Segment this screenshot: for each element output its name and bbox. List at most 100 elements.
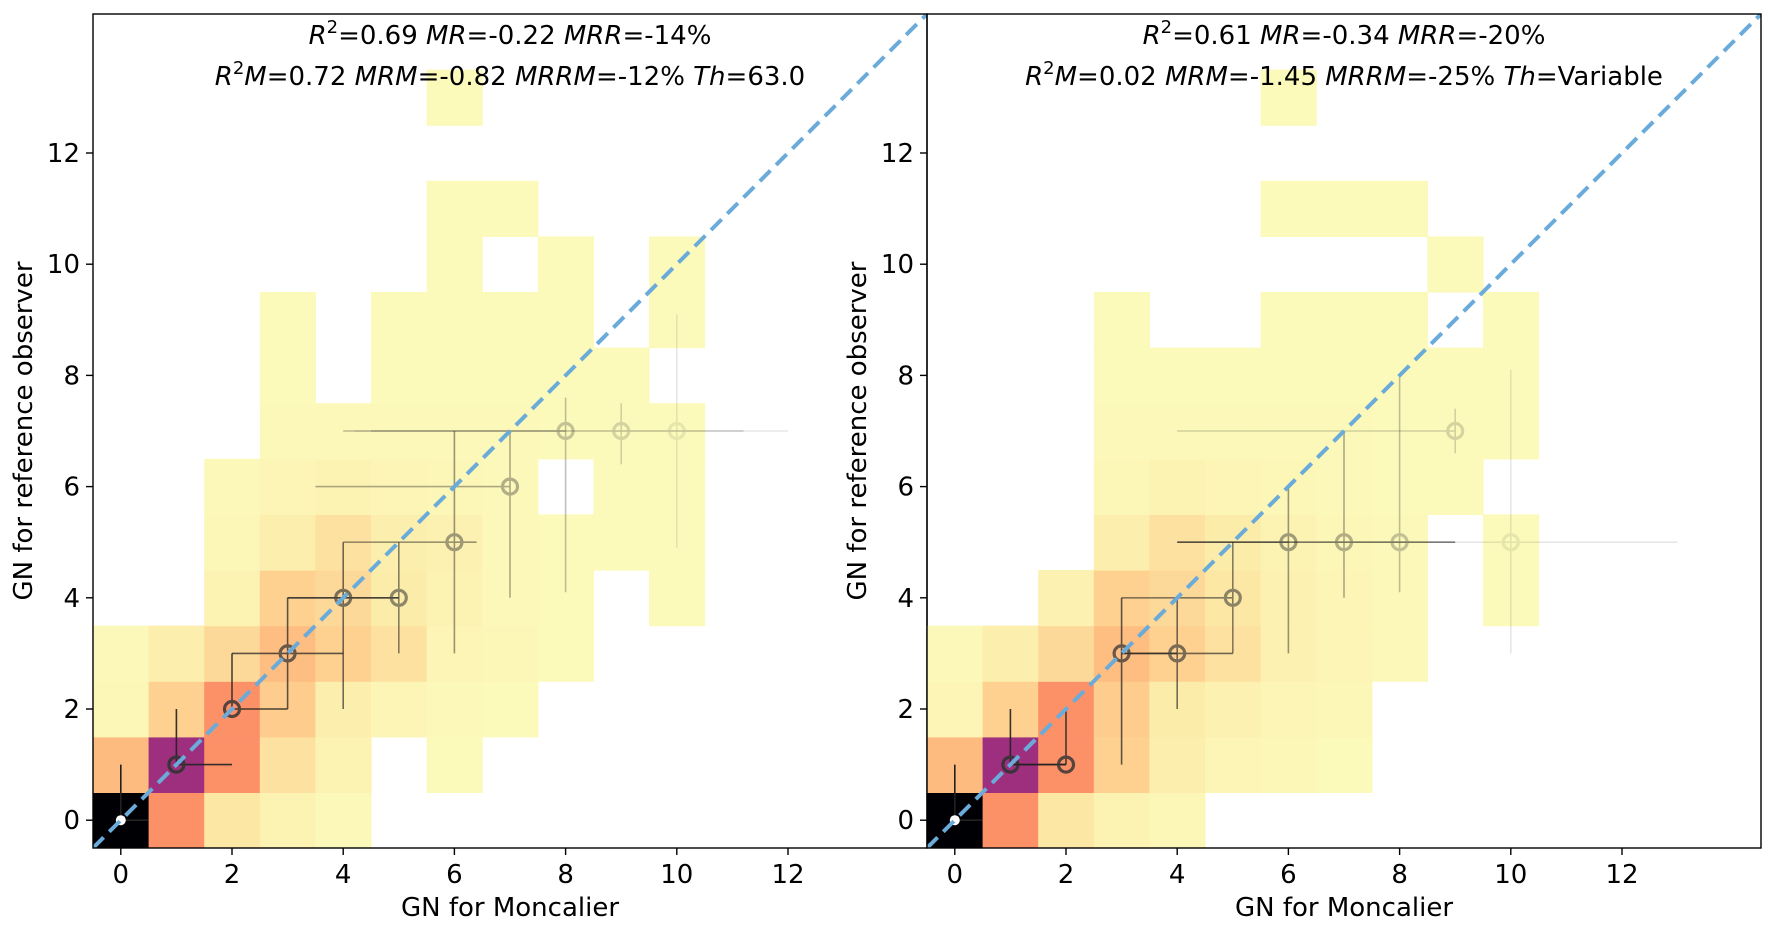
heatmap-cell bbox=[204, 570, 261, 627]
x-tick-label: 0 bbox=[113, 860, 130, 890]
heatmap-cell bbox=[204, 458, 261, 515]
heatmap-cell bbox=[259, 458, 316, 515]
heatmap-cell bbox=[482, 292, 539, 349]
x-tick-label: 4 bbox=[335, 860, 352, 890]
heatmap-cell bbox=[1038, 625, 1095, 682]
heatmap-cell bbox=[593, 458, 650, 515]
heatmap-cell bbox=[982, 792, 1039, 848]
heatmap-cell bbox=[1205, 736, 1262, 793]
chart-title-line: R2M=0.02 MRM=-1.45 MRRM=-25% Th=Variable bbox=[1025, 58, 1663, 92]
heatmap-cell bbox=[1427, 458, 1484, 515]
median-point bbox=[1010, 709, 1076, 774]
heatmap-cell bbox=[1371, 292, 1428, 349]
heatmap-cell bbox=[1260, 292, 1317, 349]
median-point bbox=[1288, 369, 1678, 654]
left-chart-panel: 0 2 4 6 8 10 12 0 2 4 6 8 10 12 GN for Moncalier GN for… bbox=[9, 13, 928, 923]
heatmap-cell bbox=[1483, 570, 1540, 627]
heatmap-cell bbox=[1093, 347, 1150, 404]
heatmap-cell bbox=[426, 403, 483, 460]
heatmap-cell bbox=[1483, 403, 1540, 460]
heatmap-cell bbox=[649, 570, 706, 627]
x-tick-label: 8 bbox=[1391, 860, 1408, 890]
median-point bbox=[222, 653, 288, 719]
heatmap-cell bbox=[1483, 292, 1540, 349]
heatmap-cell bbox=[1038, 570, 1095, 627]
heatmap-cell bbox=[1316, 736, 1373, 793]
heatmap-cell bbox=[1205, 458, 1262, 515]
heatmap-cell bbox=[426, 570, 483, 627]
heatmap-cell bbox=[426, 625, 483, 682]
y-tick-label: 4 bbox=[63, 584, 80, 614]
heatmap-cell bbox=[426, 69, 483, 126]
x-tick-label: 2 bbox=[1058, 860, 1075, 890]
median-point bbox=[115, 764, 149, 826]
heatmap-cell bbox=[1316, 625, 1373, 682]
chart-title-line: R2=0.69 MR=-0.22 MRR=-14% bbox=[309, 17, 712, 51]
heatmap-cell bbox=[1316, 514, 1373, 571]
x-tick-label: 8 bbox=[557, 860, 574, 890]
heatmap-cell bbox=[1483, 347, 1540, 404]
heatmap-cell bbox=[259, 792, 316, 848]
y-tick-label: 6 bbox=[63, 473, 80, 503]
heatmap-cell bbox=[371, 403, 428, 460]
axes-frame bbox=[926, 13, 1762, 849]
y-tick-label: 0 bbox=[63, 806, 80, 836]
median-marker bbox=[1168, 644, 1187, 663]
heatmap-cell bbox=[1093, 403, 1150, 460]
heatmap-cell bbox=[1260, 347, 1317, 404]
x-tick-label: 0 bbox=[947, 860, 964, 890]
heatmap-cell bbox=[482, 570, 539, 627]
median-point bbox=[1177, 375, 1456, 593]
heatmap-cell bbox=[537, 292, 594, 349]
heatmap-cell bbox=[1316, 681, 1373, 738]
heatmap-cell bbox=[1260, 180, 1317, 237]
heatmap-cell bbox=[1483, 514, 1540, 571]
heatmap-cell bbox=[1038, 792, 1095, 848]
plot-area bbox=[927, 14, 1761, 848]
heatmap-cell bbox=[982, 625, 1039, 682]
heatmap-cell bbox=[1149, 403, 1206, 460]
heatmap-cell bbox=[1427, 403, 1484, 460]
heatmap-cell bbox=[1260, 514, 1317, 571]
heatmap-cell bbox=[1316, 347, 1373, 404]
y-tick-label: 12 bbox=[881, 139, 914, 169]
median-point bbox=[1121, 597, 1233, 709]
heatmap-cell bbox=[1371, 403, 1428, 460]
heatmap-cell bbox=[259, 514, 316, 571]
heatmap-cell bbox=[649, 458, 706, 515]
heatmap-cell bbox=[1260, 69, 1317, 126]
heatmap-cell bbox=[482, 681, 539, 738]
heatmap-cell bbox=[1371, 180, 1428, 237]
heatmap-cell bbox=[426, 681, 483, 738]
heatmap-cell bbox=[1427, 236, 1484, 293]
heatmap-cell bbox=[1260, 736, 1317, 793]
median-marker bbox=[1501, 533, 1520, 552]
heatmap-cell bbox=[1093, 458, 1150, 515]
heatmap-cell bbox=[1149, 514, 1206, 571]
heatmap-cell bbox=[148, 625, 205, 682]
heatmap-cell bbox=[259, 292, 316, 349]
median-marker bbox=[1279, 533, 1298, 552]
heatmap-cell bbox=[1260, 625, 1317, 682]
median-marker bbox=[167, 755, 186, 774]
median-marker bbox=[278, 644, 297, 663]
heatmap-cell bbox=[371, 292, 428, 349]
heatmap-cell bbox=[1316, 180, 1373, 237]
median-marker bbox=[222, 699, 242, 719]
median-marker bbox=[1390, 533, 1409, 552]
y-tick-label: 12 bbox=[47, 139, 80, 169]
chart-title-line: R2M=0.72 MRM=-0.82 MRRM=-12% Th=63.0 bbox=[215, 58, 805, 92]
chart-title-line: R2=0.61 MR=-0.34 MRR=-20% bbox=[1143, 17, 1546, 51]
heatmap-cell bbox=[315, 736, 372, 793]
heatmap-cell bbox=[1427, 347, 1484, 404]
median-marker bbox=[1056, 755, 1076, 774]
y-tick-label: 6 bbox=[897, 473, 914, 503]
heatmap-cell bbox=[1149, 792, 1206, 848]
x-tick-label: 4 bbox=[1169, 860, 1186, 890]
median-point bbox=[1177, 431, 1456, 598]
x-tick-label: 6 bbox=[1280, 860, 1297, 890]
x-tick-label: 12 bbox=[1605, 860, 1638, 890]
median-marker bbox=[1446, 421, 1465, 441]
median-point bbox=[315, 431, 520, 598]
